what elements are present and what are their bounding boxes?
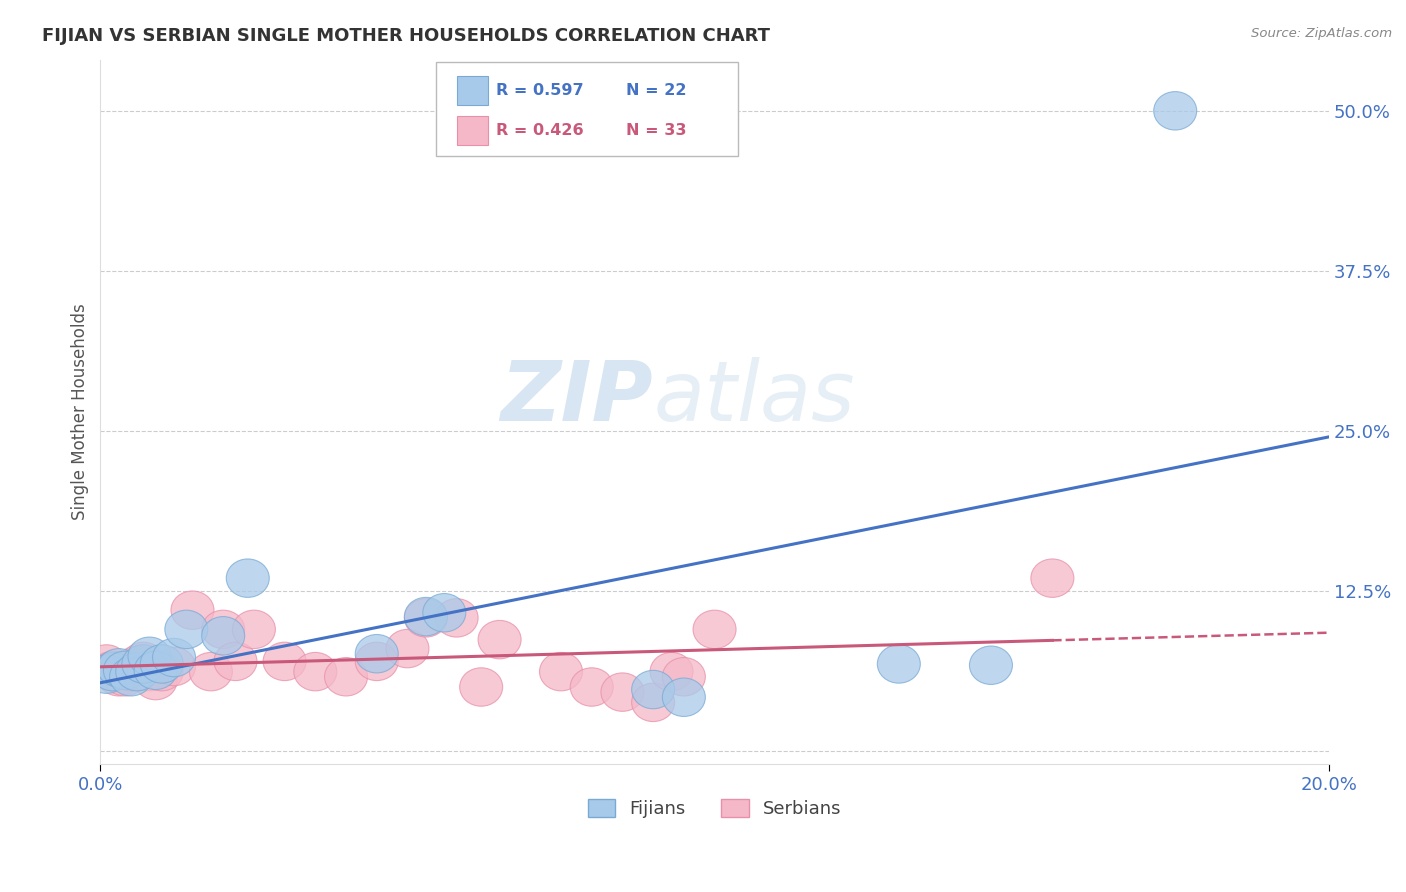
Ellipse shape xyxy=(134,651,177,690)
Text: FIJIAN VS SERBIAN SINGLE MOTHER HOUSEHOLDS CORRELATION CHART: FIJIAN VS SERBIAN SINGLE MOTHER HOUSEHOL… xyxy=(42,27,770,45)
Text: atlas: atlas xyxy=(654,357,855,438)
Ellipse shape xyxy=(110,652,153,690)
Ellipse shape xyxy=(877,645,921,683)
Ellipse shape xyxy=(84,655,128,693)
Ellipse shape xyxy=(662,657,706,696)
Ellipse shape xyxy=(153,639,195,677)
Ellipse shape xyxy=(110,657,153,696)
Ellipse shape xyxy=(141,652,183,690)
Text: Source: ZipAtlas.com: Source: ZipAtlas.com xyxy=(1251,27,1392,40)
Text: N = 33: N = 33 xyxy=(626,123,686,137)
Ellipse shape xyxy=(190,652,232,690)
Ellipse shape xyxy=(650,652,693,690)
Ellipse shape xyxy=(263,642,307,681)
Ellipse shape xyxy=(128,652,172,690)
Ellipse shape xyxy=(600,673,644,711)
Ellipse shape xyxy=(128,637,172,675)
Text: ZIP: ZIP xyxy=(501,357,654,438)
Ellipse shape xyxy=(405,599,447,637)
Ellipse shape xyxy=(1031,559,1074,598)
Ellipse shape xyxy=(153,648,195,686)
Ellipse shape xyxy=(356,634,398,673)
Ellipse shape xyxy=(356,642,398,681)
Ellipse shape xyxy=(405,598,447,636)
Ellipse shape xyxy=(226,559,270,598)
Ellipse shape xyxy=(214,642,257,681)
Ellipse shape xyxy=(387,630,429,668)
Legend: Fijians, Serbians: Fijians, Serbians xyxy=(581,791,849,825)
Ellipse shape xyxy=(693,610,737,648)
Ellipse shape xyxy=(91,651,134,690)
Text: N = 22: N = 22 xyxy=(626,83,686,98)
Ellipse shape xyxy=(104,657,146,696)
Ellipse shape xyxy=(1154,92,1197,130)
Ellipse shape xyxy=(232,610,276,648)
Ellipse shape xyxy=(115,646,159,684)
Ellipse shape xyxy=(631,683,675,722)
Ellipse shape xyxy=(115,652,159,690)
Ellipse shape xyxy=(201,610,245,648)
Ellipse shape xyxy=(141,645,183,683)
Ellipse shape xyxy=(91,652,134,690)
Ellipse shape xyxy=(134,661,177,700)
Ellipse shape xyxy=(325,657,367,696)
Ellipse shape xyxy=(97,648,141,687)
Ellipse shape xyxy=(631,671,675,709)
Ellipse shape xyxy=(97,657,141,696)
Ellipse shape xyxy=(478,621,522,659)
Ellipse shape xyxy=(104,651,146,690)
Ellipse shape xyxy=(84,645,128,683)
Ellipse shape xyxy=(571,668,613,706)
Ellipse shape xyxy=(122,645,165,683)
Ellipse shape xyxy=(201,616,245,655)
Ellipse shape xyxy=(970,646,1012,684)
Ellipse shape xyxy=(172,591,214,630)
Ellipse shape xyxy=(423,593,465,632)
Ellipse shape xyxy=(662,678,706,716)
Ellipse shape xyxy=(434,599,478,637)
Y-axis label: Single Mother Households: Single Mother Households xyxy=(72,303,89,520)
Text: R = 0.426: R = 0.426 xyxy=(496,123,583,137)
Ellipse shape xyxy=(460,668,503,706)
Ellipse shape xyxy=(540,652,582,690)
Ellipse shape xyxy=(165,610,208,648)
Ellipse shape xyxy=(294,652,337,690)
Ellipse shape xyxy=(122,642,165,681)
Text: R = 0.597: R = 0.597 xyxy=(496,83,583,98)
